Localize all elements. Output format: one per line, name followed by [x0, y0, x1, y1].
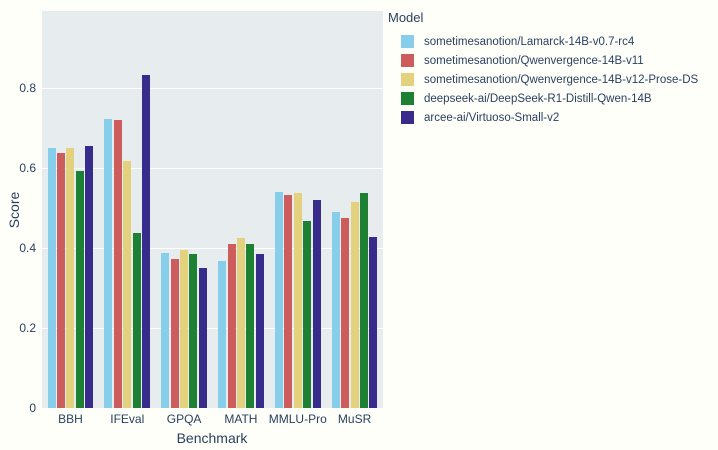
gridline	[42, 247, 383, 249]
legend-swatch-icon	[401, 35, 414, 48]
x-tick-label: MATH	[224, 412, 258, 426]
bar-mmlu-pro-3[interactable]	[303, 220, 312, 408]
x-tick-label: MMLU-Pro	[268, 412, 327, 426]
bar-mmlu-pro-2[interactable]	[293, 192, 302, 408]
x-tick-label: MuSR	[337, 412, 372, 426]
bar-mmlu-pro-0[interactable]	[274, 191, 283, 408]
plot-area	[42, 11, 383, 408]
bar-gpqa-1[interactable]	[170, 258, 179, 408]
legend-swatch-icon	[401, 54, 414, 67]
x-tick-label: IFEval	[110, 412, 145, 426]
bar-bbh-3[interactable]	[75, 171, 84, 408]
bar-musr-1[interactable]	[341, 218, 350, 408]
legend-item-label: sometimesanotion/Lamarck-14B-v0.7-rc4	[424, 35, 635, 48]
legend-title: Model	[388, 10, 424, 25]
x-tick-label: BBH	[58, 412, 83, 426]
bar-ifeval-0[interactable]	[104, 119, 113, 408]
bar-math-4[interactable]	[255, 254, 264, 408]
bar-musr-0[interactable]	[331, 211, 340, 408]
y-tick-label: 0.6	[19, 161, 36, 175]
bar-ifeval-3[interactable]	[132, 232, 141, 408]
bar-gpqa-4[interactable]	[198, 267, 207, 408]
y-tick-label: 0.2	[19, 321, 36, 335]
bar-ifeval-2[interactable]	[123, 160, 132, 408]
gridline	[42, 167, 383, 169]
legend-item-lamarck[interactable]: sometimesanotion/Lamarck-14B-v0.7-rc4	[388, 32, 718, 51]
legend: Model sometimesanotion/Lamarck-14B-v0.7-…	[388, 10, 718, 127]
y-axis-title: Score	[6, 191, 22, 229]
legend-item-deepseek-r1-distill[interactable]: deepseek-ai/DeepSeek-R1-Distill-Qwen-14B	[388, 89, 718, 108]
bar-musr-2[interactable]	[350, 202, 359, 408]
x-axis-title: Benchmark	[176, 430, 248, 446]
bar-gpqa-3[interactable]	[189, 253, 198, 408]
bar-bbh-4[interactable]	[85, 145, 94, 408]
bar-mmlu-pro-4[interactable]	[312, 200, 321, 408]
y-tick-label: 0.4	[19, 241, 36, 255]
bar-gpqa-0[interactable]	[161, 252, 170, 408]
legend-item-label: sometimesanotion/Qwenvergence-14B-v11	[424, 54, 644, 67]
legend-swatch-icon	[401, 73, 414, 86]
legend-item-qwenvergence-v12-prose-ds[interactable]: sometimesanotion/Qwenvergence-14B-v12-Pr…	[388, 70, 718, 89]
bar-bbh-1[interactable]	[57, 152, 66, 408]
bar-ifeval-1[interactable]	[113, 120, 122, 408]
legend-swatch-icon	[401, 111, 414, 124]
bar-musr-4[interactable]	[369, 236, 378, 408]
bar-math-0[interactable]	[218, 261, 227, 408]
legend-item-virtuoso-small-v2[interactable]: arcee-ai/Virtuoso-Small-v2	[388, 108, 718, 127]
bar-math-1[interactable]	[227, 244, 236, 408]
y-tick-label: 0.8	[19, 81, 36, 95]
bar-math-2[interactable]	[236, 238, 245, 408]
y-tick-label: 0	[29, 401, 36, 415]
bar-ifeval-4[interactable]	[142, 75, 151, 408]
bar-gpqa-2[interactable]	[180, 249, 189, 408]
x-tick-label: GPQA	[166, 412, 202, 426]
gridline	[42, 327, 383, 329]
bar-mmlu-pro-1[interactable]	[284, 194, 293, 408]
gridline	[42, 87, 383, 89]
bar-math-3[interactable]	[246, 244, 255, 408]
legend-item-label: sometimesanotion/Qwenvergence-14B-v12-Pr…	[424, 73, 699, 86]
legend-item-label: arcee-ai/Virtuoso-Small-v2	[424, 111, 560, 124]
bar-bbh-2[interactable]	[66, 147, 75, 408]
legend-item-qwenvergence-v11[interactable]: sometimesanotion/Qwenvergence-14B-v11	[388, 51, 718, 70]
legend-item-label: deepseek-ai/DeepSeek-R1-Distill-Qwen-14B	[424, 92, 652, 105]
legend-swatch-icon	[401, 92, 414, 105]
bar-bbh-0[interactable]	[47, 148, 56, 408]
bar-musr-3[interactable]	[359, 193, 368, 408]
